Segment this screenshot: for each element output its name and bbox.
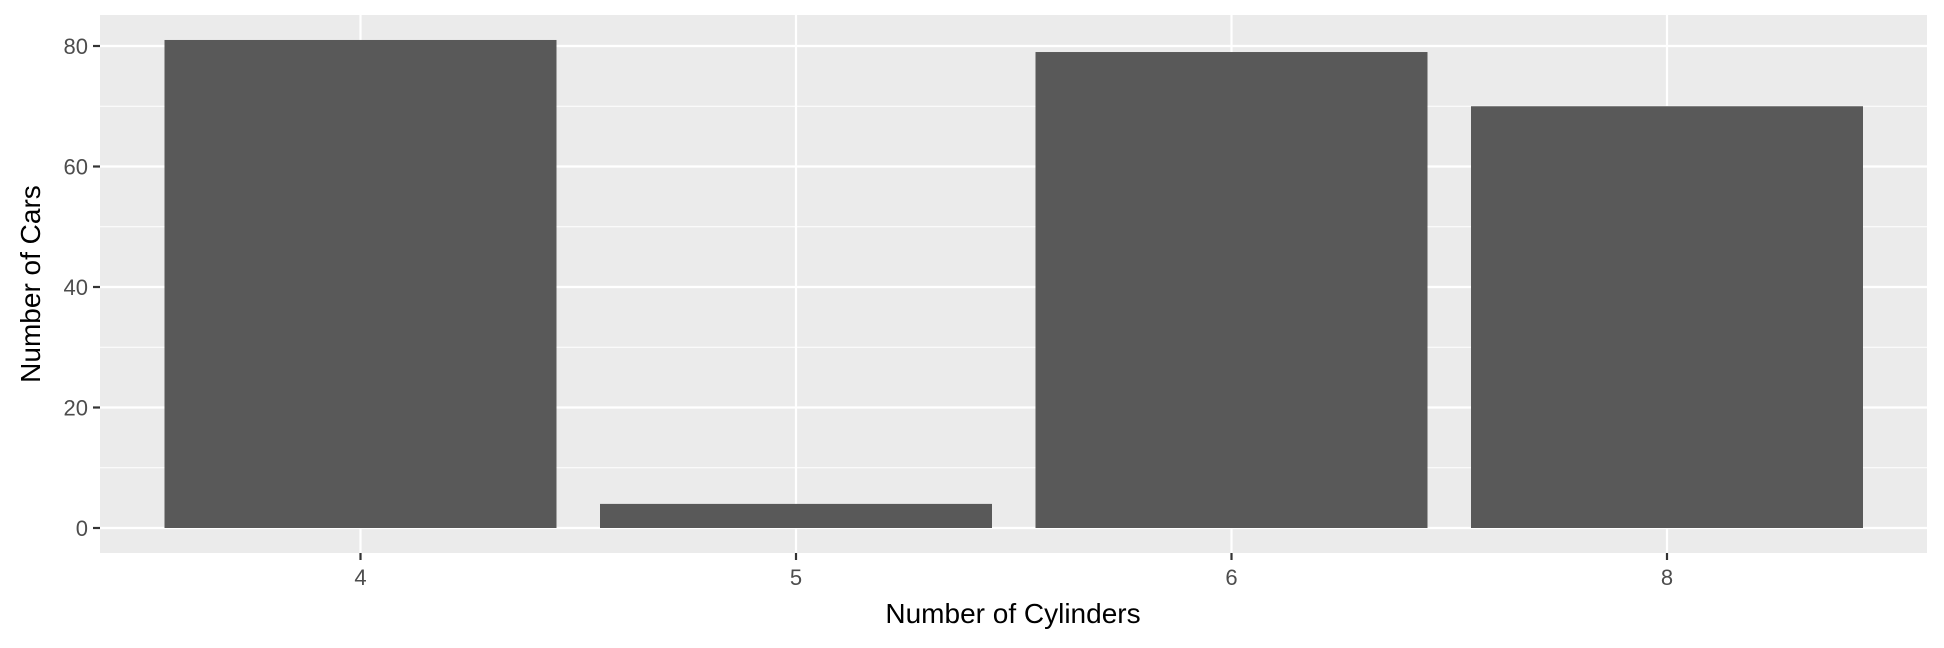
- bar-4: [164, 39, 557, 528]
- y-tick-label: 80: [64, 34, 88, 59]
- x-tick-label: 8: [1661, 565, 1673, 590]
- y-tick-label: 20: [64, 396, 88, 421]
- x-tick-label: 6: [1225, 565, 1237, 590]
- y-tick-label: 0: [76, 516, 88, 541]
- bars: [164, 39, 1863, 529]
- y-axis-title: Number of Cars: [15, 185, 46, 383]
- y-tick-label: 60: [64, 155, 88, 180]
- y-axis: 0 20 40 60 80: [64, 34, 100, 541]
- y-tick-label: 40: [64, 275, 88, 300]
- bar-6: [1035, 52, 1428, 529]
- x-axis: 4 5 6 8: [354, 553, 1673, 590]
- bar-5: [600, 503, 992, 528]
- x-tick-label: 4: [354, 565, 366, 590]
- bar-8: [1471, 106, 1863, 528]
- x-axis-title: Number of Cylinders: [885, 598, 1140, 629]
- x-tick-label: 5: [790, 565, 802, 590]
